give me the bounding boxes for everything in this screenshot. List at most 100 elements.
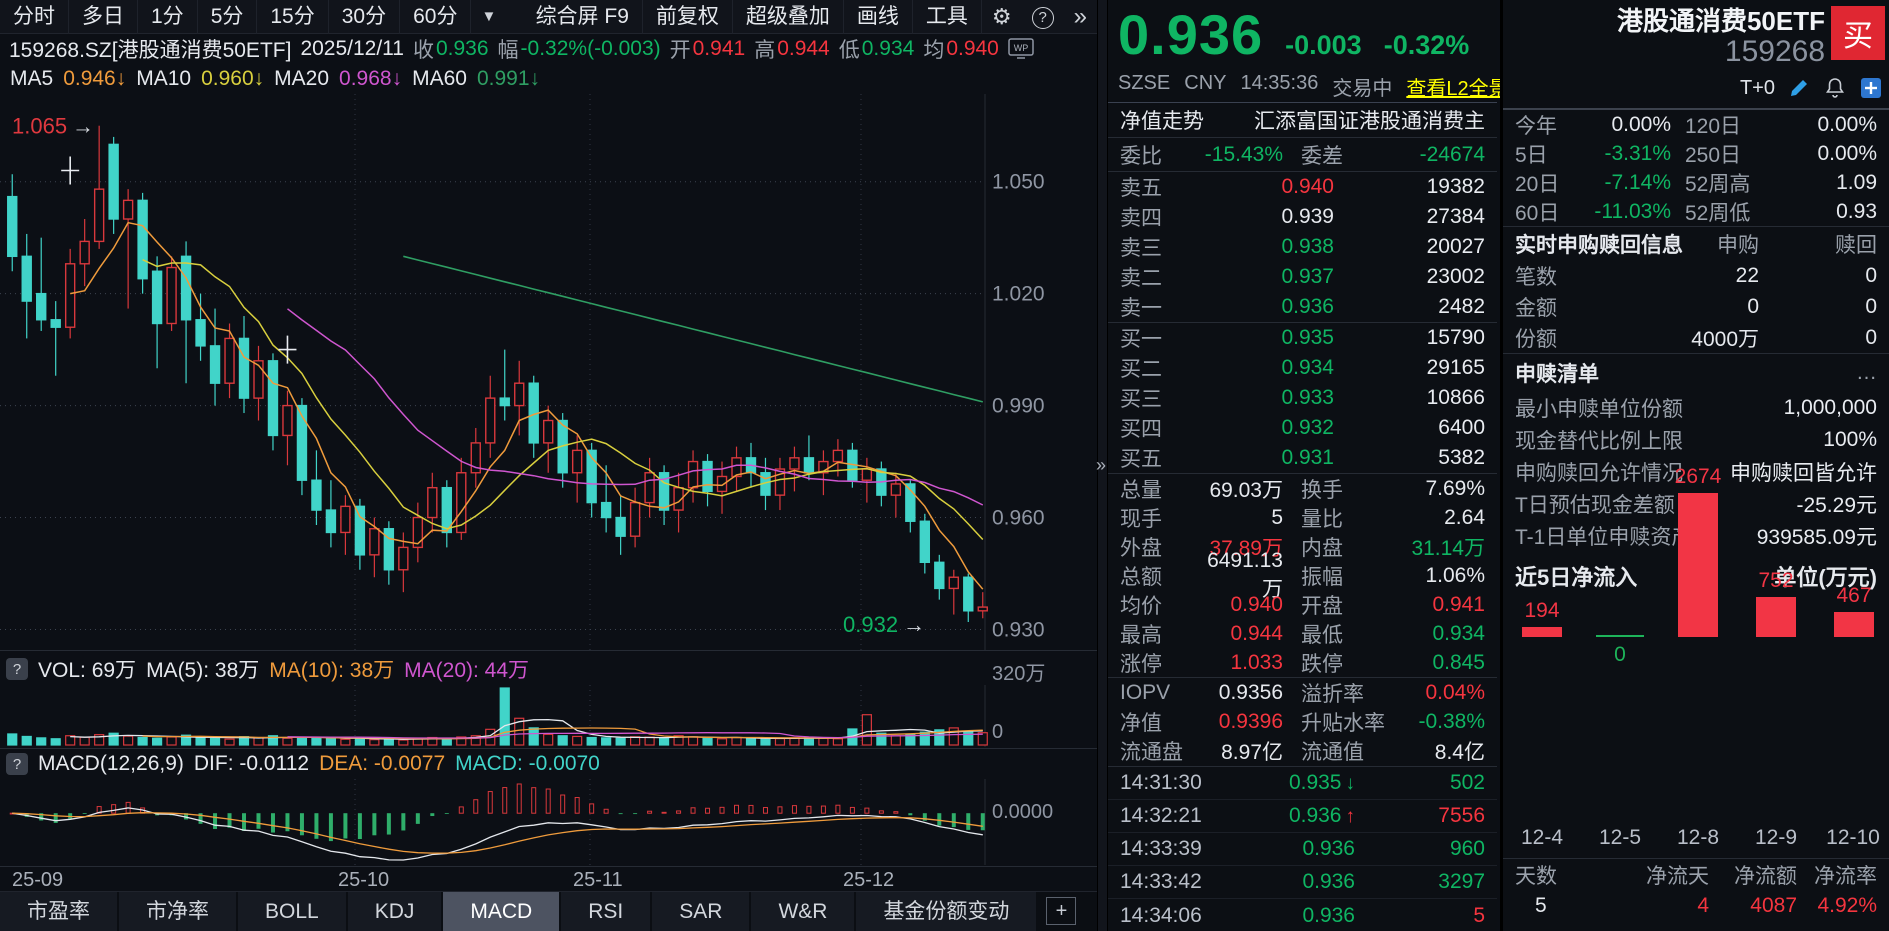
alert-bell-icon[interactable] xyxy=(1823,76,1847,100)
redemption-header: 申赎清单 … xyxy=(1503,354,1889,392)
more-chevrons-icon[interactable]: » xyxy=(1073,2,1087,30)
bid-row-4[interactable]: 买四 0.932 6400 xyxy=(1120,416,1485,441)
macd-legend: ? MACD(12,26,9) DIF: -0.0112 DEA: -0.007… xyxy=(6,752,600,776)
buy-button[interactable]: 买 xyxy=(1831,6,1885,60)
l2-full-view-link[interactable]: 查看L2全景 xyxy=(1406,78,1509,100)
bid-row-1[interactable]: 买一 0.935 15790 xyxy=(1120,326,1485,351)
panel-collapse-handle[interactable]: » xyxy=(1096,0,1108,931)
wp-monitor-icon[interactable]: WP xyxy=(1008,38,1034,60)
redm-row: T-1日单位申赎资产 939585.09元 xyxy=(1515,526,1877,549)
macd-dea: DEA: -0.0077 xyxy=(319,752,446,775)
tab-fund-share-change[interactable]: 基金份额变动 xyxy=(856,892,1037,931)
high-value: 0.944 xyxy=(777,37,830,60)
tab-pe-ratio[interactable]: 市盈率 xyxy=(0,892,117,931)
netflow-header: 近5日净流入 单位(万元) xyxy=(1503,556,1889,596)
chg-label: 幅 xyxy=(497,39,519,62)
toolbar-super-overlay[interactable]: 超级叠加 xyxy=(733,0,844,34)
ask-row-4[interactable]: 卖四 0.939 27384 xyxy=(1120,205,1485,230)
help-icon[interactable]: ? xyxy=(1022,4,1064,29)
x-label-sep: 25-09 xyxy=(12,869,64,891)
netflow-bar xyxy=(1756,597,1796,637)
exchange: SZSE xyxy=(1118,72,1171,94)
bar-date: 2025/12/11 xyxy=(300,37,404,60)
tab-wr[interactable]: W&R xyxy=(751,892,855,931)
toolbar-tools[interactable]: 工具 xyxy=(913,0,982,34)
tab-boll[interactable]: BOLL xyxy=(238,892,346,931)
svg-text:→: → xyxy=(903,612,925,637)
netflow-bar xyxy=(1522,627,1562,637)
avg-label: 均 xyxy=(923,39,945,62)
perf-row: 60日 -11.03% 52周低 0.93 xyxy=(1515,199,1877,225)
redm-row: 现金替代比例上限 100% xyxy=(1515,428,1877,453)
period-dropdown-icon[interactable]: ▼ xyxy=(481,8,497,25)
toolbar-forward-adjust[interactable]: 前复权 xyxy=(643,0,733,34)
nav-value-row[interactable]: 净值走势 汇添富国证港股通消费主 xyxy=(1108,103,1497,138)
subscription-header: 实时申购赎回信息 申购 赎回 xyxy=(1503,228,1889,260)
add-plus-icon[interactable] xyxy=(1859,76,1883,100)
add-indicator-button[interactable]: + xyxy=(1046,897,1077,925)
performance-block: 今年 0.00% 120日 0.00% 5日 -3.31% 250日 0.00% 20日 -7… xyxy=(1503,110,1889,226)
stats-row: 净值 0.9396 升贴水率 -0.38% xyxy=(1120,709,1485,735)
chevron-right-icon: » xyxy=(1096,455,1107,475)
period-tab-15min[interactable]: 15分 xyxy=(257,0,329,34)
last-price: 0.936 xyxy=(1118,3,1264,66)
vol-ma10: MA(10): 38万 xyxy=(269,659,395,682)
tab-rsi[interactable]: RSI xyxy=(561,892,651,931)
weibi-label: 委比 xyxy=(1120,144,1162,168)
fund-name-link[interactable]: 汇添富国证港股通消费主 xyxy=(1254,110,1485,133)
ma60-label: MA60 xyxy=(412,67,467,90)
netflow-bar-chart: 194 0 2674 752 467 xyxy=(1503,465,1889,826)
tab-sar[interactable]: SAR xyxy=(652,892,750,931)
close-label: 收 xyxy=(412,39,434,62)
time-axis: 25-09 25-10 25-11 25-12 xyxy=(0,866,1097,891)
more-ellipsis[interactable]: … xyxy=(1856,361,1877,384)
period-tab-5min[interactable]: 5分 xyxy=(198,0,258,34)
ask-row-1[interactable]: 卖一 0.936 2482 xyxy=(1120,295,1485,320)
vol-axis-max: 320万 xyxy=(992,663,1046,685)
high-label: 高 xyxy=(754,39,776,62)
indicator-help-icon[interactable]: ? xyxy=(6,658,28,680)
gear-icon[interactable]: ⚙ xyxy=(991,3,1012,29)
ask-row-3[interactable]: 卖三 0.938 20027 xyxy=(1120,235,1485,260)
bid-row-3[interactable]: 买三 0.933 10866 xyxy=(1120,386,1485,411)
toolbar-composite-screen[interactable]: 综合屏 F9 xyxy=(523,0,643,34)
svg-text:1.020: 1.020 xyxy=(992,283,1045,306)
bid-row-5[interactable]: 买五 0.931 5382 xyxy=(1120,446,1485,471)
up-arrow-icon: ↑ xyxy=(1345,806,1356,827)
toolbar-draw-line[interactable]: 画线 xyxy=(844,0,913,34)
tab-macd[interactable]: MACD xyxy=(443,892,560,931)
tab-kdj[interactable]: KDJ xyxy=(347,892,442,931)
volume-pane[interactable]: ? VOL: 69万 MA(5): 38万 MA(10): 38万 MA(20)… xyxy=(0,650,1097,748)
netflow-value-label: 0 xyxy=(1614,643,1626,666)
chg-value: -0.32%(-0.003) xyxy=(520,37,661,60)
open-label: 开 xyxy=(669,39,691,62)
bid-row-2[interactable]: 买二 0.934 29165 xyxy=(1120,356,1485,381)
macd-params: MACD(12,26,9) xyxy=(38,752,184,775)
svg-text:→: → xyxy=(72,114,94,139)
svg-text:1.050: 1.050 xyxy=(992,171,1045,194)
ask-row-5[interactable]: 卖五 0.940 19382 xyxy=(1120,175,1485,200)
kline-chart[interactable]: 1.050 1.020 0.990 0.960 0.930 1.065 → 0.932 → xyxy=(0,94,1097,650)
period-tab-60min[interactable]: 60分 xyxy=(400,0,472,34)
period-tab-1min[interactable]: 1分 xyxy=(138,0,198,34)
edit-pencil-icon[interactable] xyxy=(1787,76,1811,100)
ask-row-2[interactable]: 卖二 0.937 23002 xyxy=(1120,265,1485,290)
netflow-bar xyxy=(1678,493,1718,637)
tab-pb-ratio[interactable]: 市净率 xyxy=(119,892,236,931)
t0-row: T+0 xyxy=(1740,70,1883,106)
vol-ma20: MA(20): 44万 xyxy=(404,659,530,682)
stats-row: 总额 6491.13万 振幅 1.06% xyxy=(1120,548,1485,601)
period-tab-duori[interactable]: 多日 xyxy=(69,0,138,34)
etf-stats-block: IOPV 0.9356 溢折率 0.04% 净值 0.9396 升贴水率 -0.38% 流通… xyxy=(1108,677,1497,765)
market-status: 交易中 xyxy=(1332,78,1393,100)
macd-pane[interactable]: ? MACD(12,26,9) DIF: -0.0112 DEA: -0.007… xyxy=(0,748,1097,866)
period-tab-30min[interactable]: 30分 xyxy=(329,0,401,34)
indicator-help-icon[interactable]: ? xyxy=(6,753,28,775)
period-tab-fenshi[interactable]: 分时 xyxy=(0,0,69,34)
netflow-value-label: 194 xyxy=(1524,599,1560,622)
ask-book: 卖五 0.940 19382 卖四 0.939 27384 卖三 0.938 20027 卖… xyxy=(1108,172,1497,323)
subs-row: 笔数 22 0 xyxy=(1515,263,1877,289)
quote-time: 14:35:36 xyxy=(1240,72,1319,94)
tick-row: 14:31:30 0.935 ↓ 502 xyxy=(1108,767,1497,800)
symbol-name: 159268.SZ[港股通消费50ETF] xyxy=(9,39,292,62)
